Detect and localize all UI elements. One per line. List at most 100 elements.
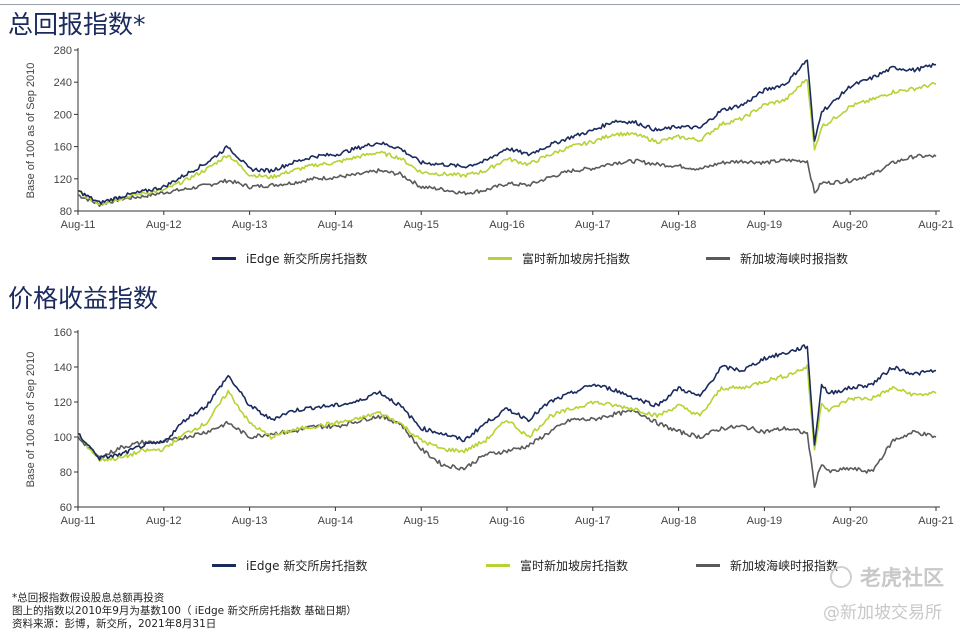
y-tick-label: 80 <box>60 467 72 479</box>
y-tick-label: 80 <box>60 206 72 218</box>
data-point-sti <box>914 156 916 158</box>
data-point-sti <box>828 471 830 473</box>
data-point-ftse <box>463 450 465 452</box>
data-point-iedge <box>463 166 465 168</box>
data-point-sti <box>485 454 487 456</box>
footnote-line: 资料来源：彭博，新交所，2021年8月31日 <box>12 618 217 630</box>
data-point-sti <box>420 449 422 451</box>
data-point-ftse <box>656 141 658 143</box>
data-point-iedge <box>549 144 551 146</box>
data-point-iedge <box>807 345 809 347</box>
data-point-ftse <box>721 123 723 125</box>
data-point-sti <box>313 178 315 180</box>
x-tick-label: Aug-21 <box>918 515 953 527</box>
legend-label-sti: 新加坡海峡时报指数 <box>730 559 839 573</box>
x-tick-label: Aug-18 <box>661 219 696 231</box>
data-point-sti <box>892 162 894 164</box>
y-axis-title: Base of 100 as of Sep 2010 <box>25 352 37 488</box>
data-point-iedge <box>699 396 701 398</box>
data-point-sti <box>442 189 444 191</box>
data-point-ftse <box>849 398 851 400</box>
data-point-sti <box>678 431 680 433</box>
legend-swatch-iedge <box>212 564 236 567</box>
data-point-ftse <box>528 164 530 166</box>
data-point-ftse <box>721 387 723 389</box>
data-point-ftse <box>163 449 165 451</box>
data-point-sti <box>814 485 816 487</box>
x-tick-label: Aug-18 <box>661 515 696 527</box>
data-point-sti <box>335 426 337 428</box>
data-point-iedge <box>571 393 573 395</box>
data-point-ftse <box>270 176 272 178</box>
data-point-iedge <box>485 422 487 424</box>
price-return-chart: 60 80 100 120 140 160 Aug-11 Aug-12 Aug-13 Aug-14… <box>25 327 954 527</box>
data-point-ftse <box>163 189 165 191</box>
data-point-sti <box>549 176 551 178</box>
footnotes: *总回报指数假设股息总额再投资 图上的指数以2010年9月为基数100（ iEd… <box>12 592 357 631</box>
data-point-iedge <box>656 130 658 132</box>
data-point-ftse <box>935 83 937 85</box>
data-point-sti <box>399 173 401 175</box>
data-point-sti <box>656 164 658 166</box>
data-point-ftse <box>571 146 573 148</box>
data-point-iedge <box>420 162 422 164</box>
data-point-ftse <box>399 422 401 424</box>
data-point-ftse <box>821 401 823 403</box>
data-point-ftse <box>814 150 816 152</box>
data-point-iedge <box>163 186 165 188</box>
data-point-ftse <box>356 419 358 421</box>
data-point-iedge <box>935 64 937 66</box>
data-point-sti <box>335 176 337 178</box>
data-point-ftse <box>549 154 551 156</box>
data-point-iedge <box>892 67 894 69</box>
data-point-sti <box>227 180 229 182</box>
data-point-sti <box>807 160 809 162</box>
data-point-iedge <box>785 83 787 85</box>
data-point-ftse <box>185 180 187 182</box>
data-point-sti <box>549 431 551 433</box>
data-point-sti <box>420 186 422 188</box>
data-point-iedge <box>270 170 272 172</box>
data-point-iedge <box>227 146 229 148</box>
legend-label-ftse: 富时新加坡房托指数 <box>522 252 631 266</box>
data-point-sti <box>528 445 530 447</box>
data-point-ftse <box>335 422 337 424</box>
data-point-sti <box>292 182 294 184</box>
data-point-ftse <box>828 410 830 412</box>
data-point-sti <box>699 436 701 438</box>
data-point-iedge <box>335 405 337 407</box>
data-point-sti <box>485 189 487 191</box>
y-tick-label: 60 <box>60 502 72 514</box>
data-point-iedge <box>378 391 380 393</box>
watermark-handle: @新加坡交易所 <box>823 603 942 623</box>
legend-item-ftse-1: 富时新加坡房托指数 <box>488 250 630 267</box>
data-point-ftse <box>914 88 916 90</box>
data-point-sti <box>892 440 894 442</box>
data-point-sti <box>821 182 823 184</box>
data-point-sti <box>378 415 380 417</box>
data-point-sti <box>807 433 809 435</box>
data-point-iedge <box>849 85 851 87</box>
data-point-iedge <box>99 202 101 204</box>
data-point-iedge <box>185 419 187 421</box>
x-tick-label: Aug-21 <box>918 219 953 231</box>
data-point-ftse <box>335 162 337 164</box>
series-line-iedge <box>78 59 937 205</box>
data-point-iedge <box>185 174 187 176</box>
data-point-ftse <box>614 405 616 407</box>
x-tick-label: Aug-12 <box>146 219 181 231</box>
data-point-sti <box>592 419 594 421</box>
data-point-ftse <box>313 164 315 166</box>
data-point-iedge <box>549 401 551 403</box>
price-return-title: 价格收益指数 <box>8 284 159 313</box>
data-point-ftse <box>206 422 208 424</box>
data-point-ftse <box>142 193 144 195</box>
data-point-ftse <box>656 415 658 417</box>
data-point-iedge <box>335 154 337 156</box>
data-point-sti <box>270 433 272 435</box>
y-tick-label: 100 <box>54 432 72 444</box>
data-point-ftse <box>871 398 873 400</box>
x-tick-label: Aug-15 <box>403 515 438 527</box>
data-point-sti <box>785 428 787 430</box>
data-point-sti <box>227 422 229 424</box>
